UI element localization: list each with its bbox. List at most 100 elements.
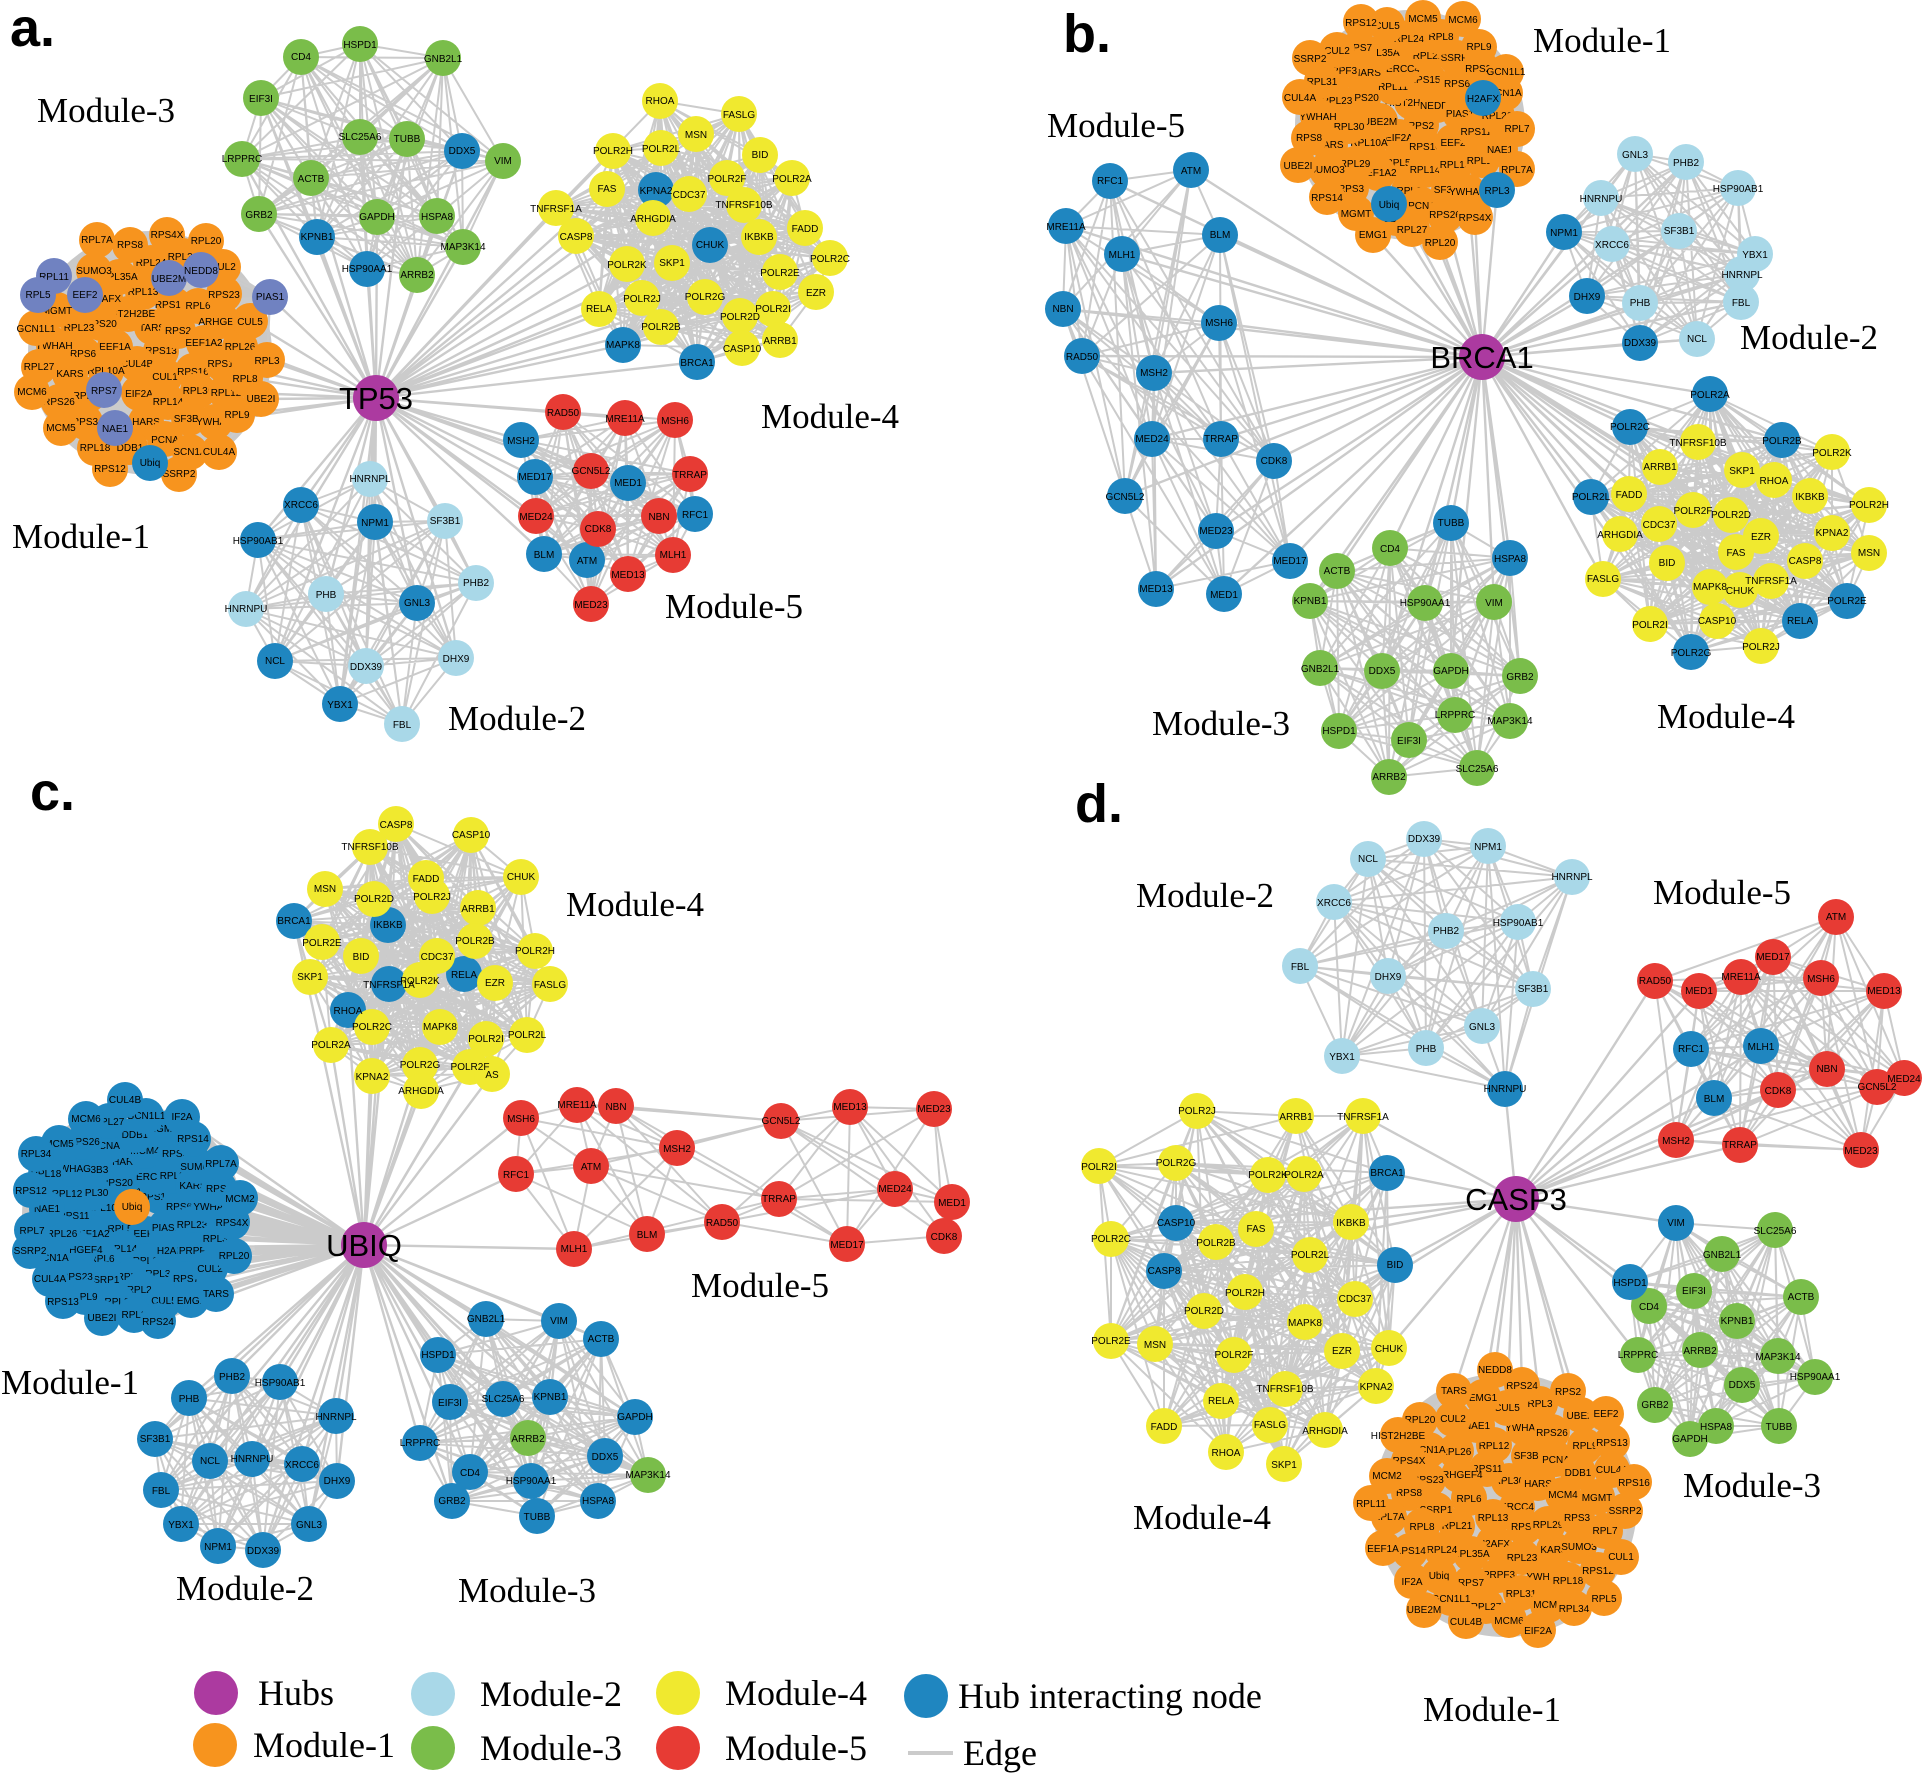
svg-text:PHB: PHB xyxy=(1416,1044,1437,1055)
svg-text:GNL3: GNL3 xyxy=(296,1520,323,1531)
svg-text:BID: BID xyxy=(752,150,769,161)
svg-text:RAD50: RAD50 xyxy=(1639,976,1672,987)
svg-text:RPS6: RPS6 xyxy=(70,349,97,360)
svg-text:RPS2: RPS2 xyxy=(1555,1387,1582,1398)
svg-text:NAE1: NAE1 xyxy=(1487,145,1514,156)
svg-text:Module-1: Module-1 xyxy=(12,517,150,556)
svg-text:RPL26: RPL26 xyxy=(225,342,256,353)
svg-text:CDC37: CDC37 xyxy=(1339,1294,1372,1305)
svg-text:TARS: TARS xyxy=(203,1289,229,1300)
svg-text:TUBB: TUBB xyxy=(394,134,421,145)
svg-text:RPS8: RPS8 xyxy=(117,240,144,251)
svg-text:MED23: MED23 xyxy=(574,600,608,611)
svg-text:TRRAP: TRRAP xyxy=(762,1194,796,1205)
svg-text:Module-3: Module-3 xyxy=(37,91,175,130)
svg-text:POLR2I: POLR2I xyxy=(755,304,791,315)
svg-text:BRCA1: BRCA1 xyxy=(1430,340,1533,375)
svg-text:NPM1: NPM1 xyxy=(204,1542,232,1553)
svg-text:NPM1: NPM1 xyxy=(1550,228,1578,239)
svg-text:FBL: FBL xyxy=(393,720,412,731)
svg-text:RPS26: RPS26 xyxy=(1536,1428,1568,1439)
svg-text:TRRAP: TRRAP xyxy=(1723,1140,1757,1151)
svg-text:ACTB: ACTB xyxy=(1788,1292,1815,1303)
svg-text:d.: d. xyxy=(1075,774,1123,834)
svg-text:CHUK: CHUK xyxy=(696,240,725,251)
svg-text:POLR2E: POLR2E xyxy=(760,268,800,279)
svg-text:EEF1A: EEF1A xyxy=(1367,1544,1399,1555)
svg-text:SUMO3: SUMO3 xyxy=(76,266,112,277)
svg-text:NBN: NBN xyxy=(1816,1064,1837,1075)
svg-text:RPL5: RPL5 xyxy=(1591,1594,1616,1605)
svg-text:HARS: HARS xyxy=(1353,68,1381,79)
svg-text:ARRB2: ARRB2 xyxy=(1683,1346,1717,1357)
svg-text:XRCC6: XRCC6 xyxy=(284,500,318,511)
svg-text:POLR2A: POLR2A xyxy=(311,1040,351,1051)
svg-text:ARHGEF4: ARHGEF4 xyxy=(198,317,246,328)
svg-text:Module-5: Module-5 xyxy=(725,1728,867,1768)
svg-text:NCL: NCL xyxy=(1358,854,1378,865)
svg-text:RAD50: RAD50 xyxy=(706,1218,739,1229)
svg-text:MSN: MSN xyxy=(1858,548,1880,559)
svg-text:RPS16: RPS16 xyxy=(1618,1478,1650,1489)
svg-text:UBE2I: UBE2I xyxy=(1567,1411,1596,1422)
svg-text:KPNA2: KPNA2 xyxy=(356,1072,389,1083)
svg-text:MRE11A: MRE11A xyxy=(1046,222,1086,233)
svg-text:CUL2: CUL2 xyxy=(197,1264,223,1275)
svg-text:GCN1L1: GCN1L1 xyxy=(1432,1594,1471,1605)
svg-text:RPS4X: RPS4X xyxy=(1393,1456,1426,1467)
svg-text:RPL14: RPL14 xyxy=(1410,165,1441,176)
svg-text:RHOA: RHOA xyxy=(334,1006,363,1017)
svg-text:ARRB2: ARRB2 xyxy=(1372,772,1406,783)
svg-text:RPL11: RPL11 xyxy=(1356,1499,1386,1510)
svg-text:Module-1: Module-1 xyxy=(1,1363,139,1402)
svg-text:MSH2: MSH2 xyxy=(1662,1136,1690,1147)
svg-text:TUBB: TUBB xyxy=(1766,1422,1793,1433)
svg-text:RPS11: RPS11 xyxy=(1461,127,1492,138)
svg-text:SSRP2: SSRP2 xyxy=(14,1246,47,1257)
svg-text:GCN5L2: GCN5L2 xyxy=(1858,1082,1897,1093)
svg-text:POLR2I: POLR2I xyxy=(1081,1162,1117,1173)
svg-text:HSP90AA1: HSP90AA1 xyxy=(1790,1372,1841,1383)
svg-text:RPL21: RPL21 xyxy=(1413,51,1444,62)
svg-text:FADD: FADD xyxy=(792,224,819,235)
svg-text:Module-1: Module-1 xyxy=(253,1725,395,1765)
svg-text:RPS13: RPS13 xyxy=(1596,1438,1628,1449)
svg-text:POLR2E: POLR2E xyxy=(1091,1336,1131,1347)
svg-text:EEF1A2: EEF1A2 xyxy=(72,1229,110,1240)
svg-text:EMG1: EMG1 xyxy=(1359,230,1388,241)
svg-text:KPNB1: KPNB1 xyxy=(301,232,334,243)
svg-text:SLC25A6: SLC25A6 xyxy=(482,1394,525,1405)
svg-text:MCM2: MCM2 xyxy=(1372,1471,1402,1482)
svg-text:SF3B3: SF3B3 xyxy=(1514,1451,1545,1462)
svg-text:Edge: Edge xyxy=(963,1733,1037,1773)
svg-text:CHUK: CHUK xyxy=(1726,586,1755,597)
svg-text:GNB2L1: GNB2L1 xyxy=(467,1314,506,1325)
svg-text:UBE2M: UBE2M xyxy=(1363,117,1397,128)
svg-text:UBE2I: UBE2I xyxy=(247,394,276,405)
svg-text:POLR2B: POLR2B xyxy=(455,936,495,947)
svg-text:RPL31: RPL31 xyxy=(1506,1589,1537,1600)
svg-text:PRPF3: PRPF3 xyxy=(1483,1570,1516,1581)
svg-text:RPL12: RPL12 xyxy=(52,1189,83,1200)
svg-text:RPL5: RPL5 xyxy=(1385,158,1410,169)
svg-text:MSH2: MSH2 xyxy=(1140,368,1168,379)
svg-text:CD4: CD4 xyxy=(291,52,311,63)
svg-text:MED17: MED17 xyxy=(1273,556,1307,567)
svg-text:ARRB1: ARRB1 xyxy=(1279,1112,1313,1123)
svg-text:RPL23: RPL23 xyxy=(1322,96,1353,107)
svg-text:POLR2L: POLR2L xyxy=(642,144,681,155)
svg-text:PIAS1: PIAS1 xyxy=(1446,109,1475,120)
svg-text:VIM: VIM xyxy=(1667,1218,1685,1229)
svg-text:CASP8: CASP8 xyxy=(1789,556,1822,567)
svg-text:PHB: PHB xyxy=(179,1394,200,1405)
svg-text:RPL30: RPL30 xyxy=(1334,122,1365,133)
svg-text:SF3B1: SF3B1 xyxy=(1664,226,1695,237)
svg-text:RPL35A: RPL35A xyxy=(1452,1549,1490,1560)
svg-text:RPL18: RPL18 xyxy=(80,443,111,454)
svg-text:GNL3: GNL3 xyxy=(1469,1022,1496,1033)
svg-text:DDX39: DDX39 xyxy=(247,1546,280,1557)
svg-text:PCNA: PCNA xyxy=(1542,1455,1570,1466)
svg-text:POLR2D: POLR2D xyxy=(1711,510,1751,521)
svg-text:HNRNPL: HNRNPL xyxy=(1551,872,1593,883)
svg-text:NAE1: NAE1 xyxy=(1464,1421,1491,1432)
